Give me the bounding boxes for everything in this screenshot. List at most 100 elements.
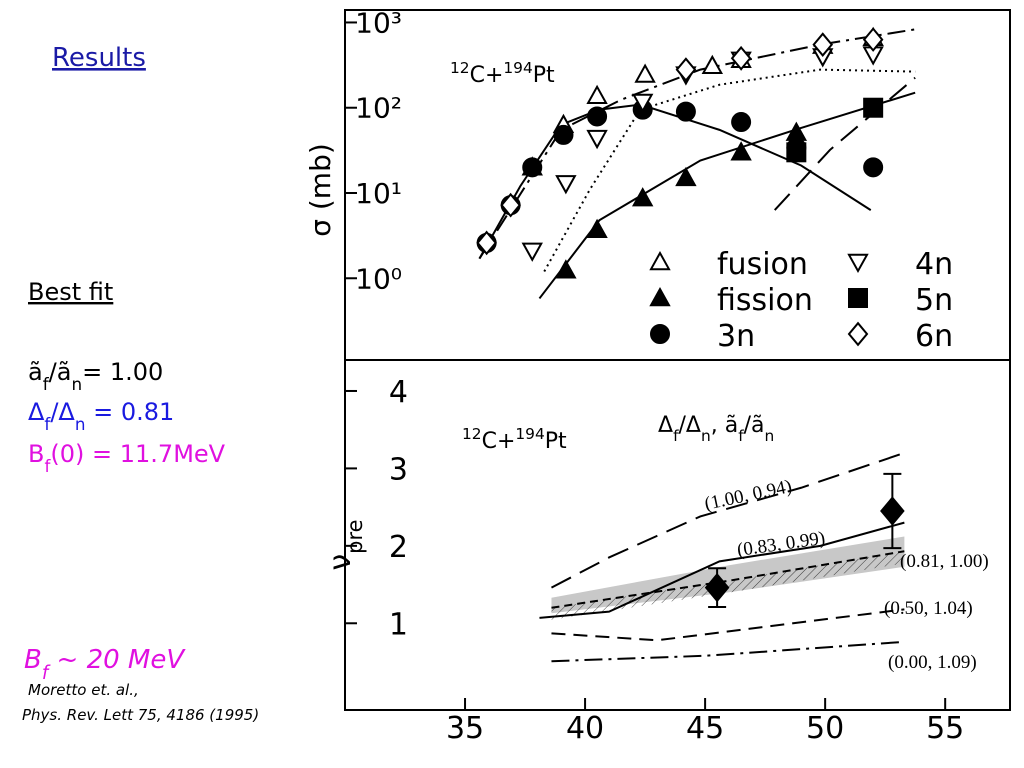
marker bbox=[631, 93, 654, 113]
marker bbox=[500, 192, 521, 218]
x-tick-label: 40 bbox=[566, 711, 604, 746]
parameter-legend-part: f bbox=[738, 427, 744, 445]
marker bbox=[880, 496, 905, 526]
marker bbox=[631, 187, 654, 207]
bottom-frame bbox=[344, 359, 1011, 711]
reaction-label-part: Pt bbox=[545, 429, 567, 454]
y-tick-label: 10² bbox=[355, 92, 402, 125]
marker bbox=[522, 157, 543, 178]
y-tick-label: 3 bbox=[389, 452, 408, 487]
reaction-label-part: 12 bbox=[450, 59, 470, 77]
marker bbox=[586, 84, 608, 105]
uncertainty-band bbox=[551, 536, 905, 614]
y-axis-label: νpre bbox=[323, 519, 367, 570]
parameter-legend-part: f bbox=[673, 427, 679, 445]
parameter-legend-part: /Δ bbox=[678, 413, 700, 438]
reaction-label-part: 194 bbox=[515, 425, 544, 443]
delta-ratio: Δf/Δn = 0.81 bbox=[28, 398, 174, 434]
x-tick-label: 55 bbox=[926, 711, 964, 746]
alpha-ratio-part: f bbox=[43, 374, 50, 394]
legend-label: fusion bbox=[717, 247, 808, 282]
alpha-ratio: ãf/ãn= 1.00 bbox=[28, 358, 163, 394]
marker bbox=[701, 54, 724, 75]
y-axis-label-part: ν bbox=[323, 554, 358, 571]
marker bbox=[553, 124, 574, 145]
marker bbox=[586, 129, 608, 150]
model-curve bbox=[543, 68, 916, 272]
marker bbox=[863, 97, 884, 118]
curve-label: (0.81, 1.00) bbox=[900, 551, 989, 572]
legend-label: fission bbox=[717, 283, 813, 318]
delta-ratio-part: f bbox=[44, 414, 51, 434]
parameter-legend-part: Δ bbox=[658, 413, 673, 438]
marker bbox=[675, 57, 697, 82]
marker bbox=[847, 253, 869, 274]
parameter-legend-part: , ã bbox=[711, 413, 738, 438]
marker bbox=[555, 175, 577, 195]
marker bbox=[634, 63, 656, 83]
marker bbox=[847, 321, 869, 347]
marker bbox=[786, 142, 807, 163]
y-tick-label: 10¹ bbox=[355, 177, 402, 210]
model-curve bbox=[538, 91, 916, 300]
marker bbox=[587, 106, 608, 127]
model-curve bbox=[478, 103, 872, 260]
marker bbox=[812, 32, 834, 57]
x-tick-label: 50 bbox=[806, 711, 844, 746]
barrier-height-part: f bbox=[44, 456, 51, 476]
marker bbox=[555, 259, 577, 279]
legend-label: 4n bbox=[915, 247, 953, 282]
barrier-height-part: (0) = 11.7MeV bbox=[50, 440, 225, 468]
reaction-label: 12C+194Pt bbox=[450, 59, 555, 88]
delta-ratio-part: /Δ bbox=[50, 398, 75, 426]
marker bbox=[521, 242, 543, 262]
model-curve bbox=[551, 608, 905, 642]
y-axis-label-part: pre bbox=[343, 519, 367, 553]
model-curve bbox=[550, 451, 905, 589]
model-curve bbox=[551, 550, 905, 609]
marker bbox=[863, 157, 884, 178]
x-tick-label: 45 bbox=[686, 711, 724, 746]
delta-ratio-part: n bbox=[75, 414, 86, 434]
delta-ratio-part: = 0.81 bbox=[86, 398, 175, 426]
barrier-estimate-part: ~ 20 MeV bbox=[48, 645, 186, 675]
curve-label: (1.00, 0.94) bbox=[703, 476, 794, 515]
curve-label: (0.50, 1.04) bbox=[884, 598, 973, 619]
model-curve bbox=[773, 76, 916, 211]
barrier-height: Bf(0) = 11.7MeV bbox=[28, 440, 226, 476]
marker bbox=[675, 166, 697, 187]
reaction-label-part: Pt bbox=[533, 63, 555, 88]
barrier-estimate: Bf ~ 20 MeV bbox=[24, 645, 186, 684]
barrier-height-part: B bbox=[28, 440, 44, 468]
y-tick-label: 10⁰ bbox=[355, 262, 402, 295]
parameter-legend-part: n bbox=[701, 427, 711, 445]
barrier-estimate-part: B bbox=[24, 645, 42, 675]
title-link[interactable]: Results bbox=[52, 43, 146, 73]
marker bbox=[586, 218, 608, 239]
marker bbox=[650, 324, 670, 344]
y-tick-label: 1 bbox=[389, 607, 408, 642]
parameter-legend-part: n bbox=[765, 427, 775, 445]
best-fit-heading: Best fit bbox=[28, 278, 113, 306]
reference-journal: Phys. Rev. Lett 75, 4186 (1995) bbox=[22, 706, 259, 724]
parameter-legend-part: /ã bbox=[744, 413, 765, 438]
marker bbox=[730, 45, 752, 71]
marker bbox=[848, 288, 868, 308]
marker bbox=[730, 141, 752, 161]
legend-label: 3n bbox=[717, 319, 755, 354]
reference-authors: Moretto et. al., bbox=[28, 681, 139, 699]
model-curve bbox=[478, 28, 916, 260]
alpha-ratio-part: ã bbox=[28, 358, 43, 386]
hatch-fill bbox=[551, 551, 905, 620]
marker bbox=[862, 27, 884, 52]
reaction-label-part: 12 bbox=[462, 425, 482, 443]
parameter-legend: Δf/Δn, ãf/ãn bbox=[658, 413, 774, 445]
legend-label: 6n bbox=[915, 319, 953, 354]
marker bbox=[675, 101, 696, 122]
y-tick-label: 4 bbox=[389, 375, 408, 410]
alpha-ratio-part: = 1.00 bbox=[82, 358, 163, 386]
curve-label: (0.00, 1.09) bbox=[888, 652, 977, 673]
legend-label: 5n bbox=[915, 283, 953, 318]
model-curve bbox=[551, 640, 905, 663]
